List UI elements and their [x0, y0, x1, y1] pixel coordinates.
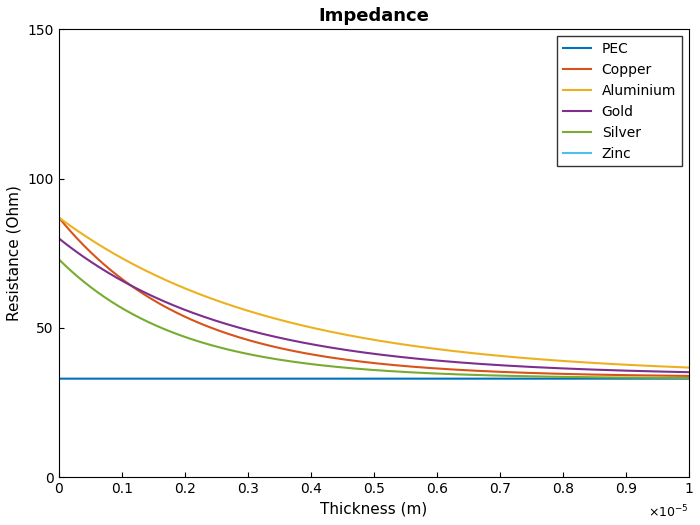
- PEC: [685, 375, 693, 382]
- Gold: [344, 347, 353, 353]
- Copper: [685, 373, 693, 379]
- Line: Aluminium: Aluminium: [59, 217, 689, 368]
- Gold: [666, 369, 675, 375]
- Title: Impedance: Impedance: [318, 7, 429, 25]
- Copper: [344, 357, 353, 363]
- X-axis label: Thickness (m): Thickness (m): [320, 501, 427, 517]
- Gold: [666, 369, 674, 375]
- Silver: [55, 256, 63, 262]
- Legend: PEC, Copper, Aluminium, Gold, Silver, Zinc: PEC, Copper, Aluminium, Gold, Silver, Zi…: [557, 36, 682, 166]
- Aluminium: [344, 332, 353, 339]
- Copper: [666, 373, 674, 379]
- Silver: [685, 375, 693, 381]
- Y-axis label: Resistance (Ohm): Resistance (Ohm): [7, 185, 22, 321]
- Copper: [55, 214, 63, 220]
- PEC: [666, 375, 675, 382]
- Gold: [55, 235, 63, 242]
- PEC: [87, 375, 95, 382]
- PEC: [666, 375, 674, 382]
- Silver: [87, 284, 95, 290]
- Silver: [360, 366, 369, 373]
- Gold: [685, 369, 693, 375]
- Aluminium: [685, 364, 693, 371]
- Silver: [550, 374, 559, 380]
- Copper: [666, 373, 675, 379]
- Silver: [344, 365, 353, 371]
- Copper: [550, 371, 559, 377]
- Aluminium: [360, 335, 369, 341]
- Line: Copper: Copper: [59, 217, 689, 376]
- Line: Silver: Silver: [59, 259, 689, 378]
- Gold: [360, 350, 369, 356]
- Aluminium: [87, 237, 95, 243]
- Silver: [666, 375, 675, 381]
- Silver: [666, 375, 674, 381]
- Gold: [87, 259, 95, 265]
- Aluminium: [666, 364, 675, 370]
- PEC: [55, 375, 63, 382]
- Aluminium: [55, 214, 63, 220]
- Gold: [550, 365, 559, 371]
- PEC: [550, 375, 559, 382]
- Line: Gold: Gold: [59, 238, 689, 372]
- PEC: [360, 375, 369, 382]
- Copper: [360, 359, 369, 365]
- Text: $\times10^{-5}$: $\times10^{-5}$: [648, 504, 689, 521]
- Aluminium: [666, 364, 674, 370]
- Aluminium: [550, 357, 559, 363]
- PEC: [344, 375, 353, 382]
- Copper: [87, 249, 95, 256]
